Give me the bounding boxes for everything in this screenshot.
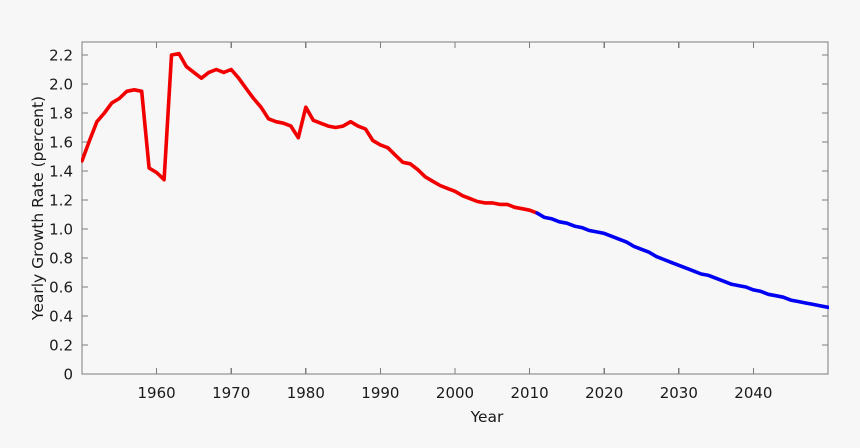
y-tick-label: 2.2 bbox=[49, 47, 73, 65]
x-tick-label: 2000 bbox=[436, 384, 474, 402]
x-tick-label: 2020 bbox=[585, 384, 623, 402]
y-tick-label: 0 bbox=[63, 366, 73, 384]
y-tick-label: 0.8 bbox=[49, 250, 73, 268]
x-tick-label: 1980 bbox=[287, 384, 325, 402]
x-tick-label: 1960 bbox=[138, 384, 176, 402]
y-tick-label: 1.6 bbox=[49, 134, 73, 152]
historical-line bbox=[81, 51, 539, 215]
y-tick-label: 1.2 bbox=[49, 192, 73, 210]
y-tick-label: 2.0 bbox=[49, 76, 73, 94]
y-tick-label: 1.8 bbox=[49, 105, 73, 123]
x-tick-label: 2010 bbox=[511, 384, 549, 402]
x-tick-label: 1990 bbox=[361, 384, 399, 402]
y-tick-label: 1.4 bbox=[49, 163, 73, 181]
projected-line bbox=[535, 211, 829, 310]
y-tick-label: 0.4 bbox=[49, 308, 73, 326]
y-tick-label: 0.6 bbox=[49, 279, 73, 297]
plot-frame bbox=[81, 41, 829, 375]
x-tick-label: 2030 bbox=[660, 384, 698, 402]
x-axis-label: Year bbox=[470, 408, 504, 426]
y-tick-label: 0.2 bbox=[49, 337, 73, 355]
x-tick-label: 2040 bbox=[734, 384, 772, 402]
x-tick-label: 1970 bbox=[212, 384, 250, 402]
y-tick-label: 1.0 bbox=[49, 221, 73, 239]
y-axis-label: Yearly Growth Rate (percent) bbox=[29, 95, 47, 321]
